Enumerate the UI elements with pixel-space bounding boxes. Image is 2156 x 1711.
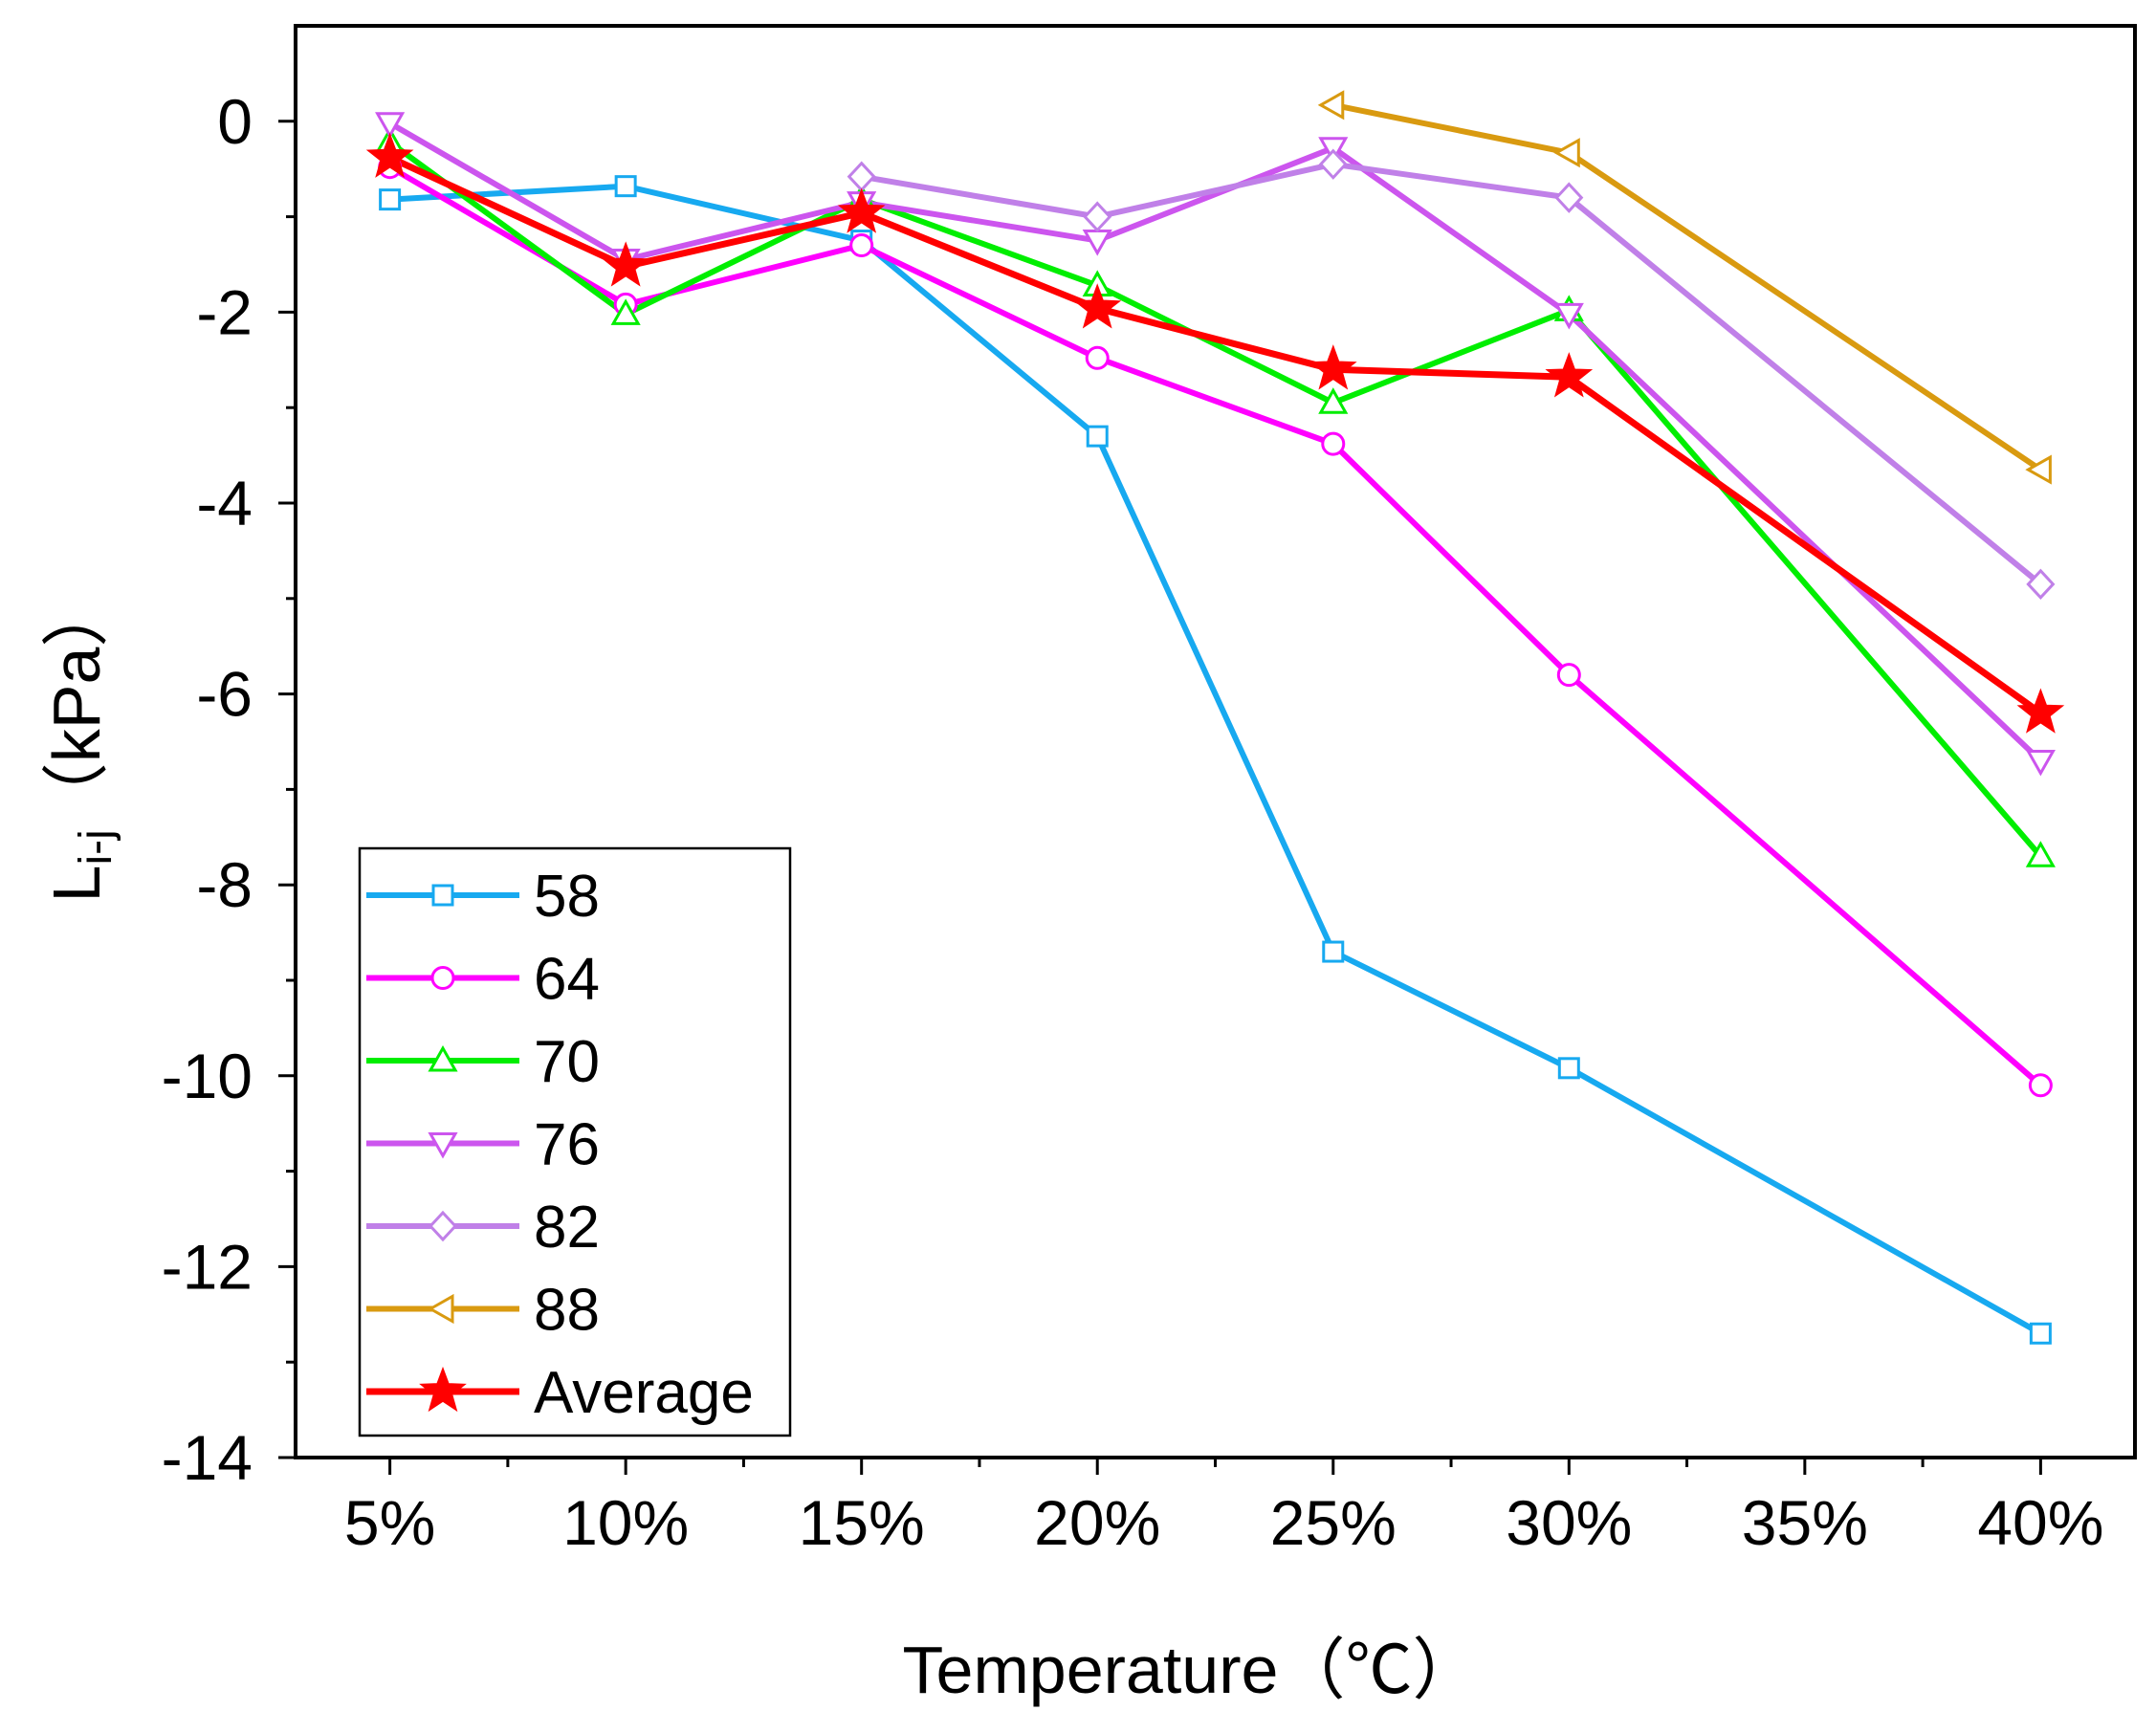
data-point-average xyxy=(602,241,650,287)
legend-marker-64 xyxy=(430,966,455,990)
data-point-64 xyxy=(849,233,874,258)
data-point-82 xyxy=(1318,148,1348,180)
series-markers xyxy=(365,90,2065,1345)
data-point-70 xyxy=(610,298,641,325)
data-point-average xyxy=(1309,344,1357,390)
data-point-70 xyxy=(1318,387,1349,414)
y-axis-title-main: L xyxy=(39,866,114,903)
y-tick-label: -12 xyxy=(162,1231,253,1302)
data-point-58 xyxy=(614,175,637,198)
x-tick-label: 20% xyxy=(1034,1487,1160,1558)
legend-label-70: 70 xyxy=(534,1029,600,1095)
data-point-58 xyxy=(1557,1057,1580,1080)
legend-marker-58 xyxy=(431,884,454,907)
y-tick-label: -10 xyxy=(162,1041,253,1111)
y-axis-title: Li-j（kPa） xyxy=(39,581,121,903)
legend-marker-76 xyxy=(428,1132,458,1159)
data-point-average xyxy=(1073,283,1122,329)
y-axis-title-subscript: i-j xyxy=(71,829,121,865)
data-point-58 xyxy=(1322,940,1345,963)
x-tick-label: 40% xyxy=(1977,1487,2103,1558)
data-point-58 xyxy=(2029,1322,2052,1345)
svg-text:Li-j（kPa）: Li-j（kPa） xyxy=(39,581,121,903)
data-point-64 xyxy=(2028,1073,2053,1098)
legend-marker-average xyxy=(419,1366,467,1413)
legend-label-82: 82 xyxy=(534,1195,600,1261)
data-point-82 xyxy=(2026,568,2056,601)
data-point-58 xyxy=(1086,425,1109,448)
data-point-76 xyxy=(375,112,406,139)
y-tick-label: -4 xyxy=(196,468,253,538)
axis-ticks xyxy=(278,120,2042,1475)
legend-label-average: Average xyxy=(534,1360,754,1426)
data-point-64 xyxy=(1321,431,1346,456)
x-tick-label: 15% xyxy=(799,1487,925,1558)
data-point-64 xyxy=(1085,345,1110,370)
data-point-76 xyxy=(1553,302,1584,330)
legend-marker-88 xyxy=(427,1293,454,1325)
data-point-average xyxy=(1545,352,1594,398)
data-point-64 xyxy=(1556,663,1581,688)
data-point-76 xyxy=(2025,749,2056,777)
x-tick-label: 35% xyxy=(1742,1487,1868,1558)
x-tick-label: 30% xyxy=(1506,1487,1632,1558)
y-tick-label: 0 xyxy=(217,86,253,157)
x-tick-label: 10% xyxy=(562,1487,689,1558)
y-tick-label: -6 xyxy=(196,659,253,730)
data-point-70 xyxy=(2025,841,2056,867)
data-point-average xyxy=(837,187,886,233)
y-axis-title-unit: （kPa） xyxy=(39,581,114,830)
legend-box xyxy=(358,846,792,1437)
data-point-average xyxy=(365,132,414,178)
data-point-88 xyxy=(1317,90,1345,121)
data-point-88 xyxy=(2025,454,2052,485)
data-point-average xyxy=(2016,688,2065,734)
legend-label-64: 64 xyxy=(534,947,600,1013)
legend-label-76: 76 xyxy=(534,1112,600,1178)
x-tick-label: 5% xyxy=(344,1487,435,1558)
data-point-58 xyxy=(379,188,402,211)
axis-tick-labels: 5% 10% 15% 20% 25% 30% 35% 40% 0 -2 -4 -6 -8 -10 -12 -1… xyxy=(162,86,2104,1558)
y-tick-label: -8 xyxy=(196,849,253,920)
legend-label-88: 88 xyxy=(534,1278,600,1344)
x-axis-title: Temperature（℃） xyxy=(903,1633,1480,1707)
data-point-88 xyxy=(1553,138,1580,168)
legend-label-58: 58 xyxy=(534,864,600,930)
legend-marker-82 xyxy=(428,1210,458,1242)
y-tick-label: -2 xyxy=(196,276,253,347)
data-point-82 xyxy=(1083,201,1112,232)
legend: 58 64 70 76 82 88 Average xyxy=(358,846,792,1437)
data-point-82 xyxy=(1554,182,1584,213)
legend-marker-70 xyxy=(428,1044,458,1072)
x-tick-label: 25% xyxy=(1270,1487,1397,1558)
legend-items: 58 64 70 76 82 88 Average xyxy=(366,864,754,1426)
y-tick-label: -14 xyxy=(162,1422,253,1493)
